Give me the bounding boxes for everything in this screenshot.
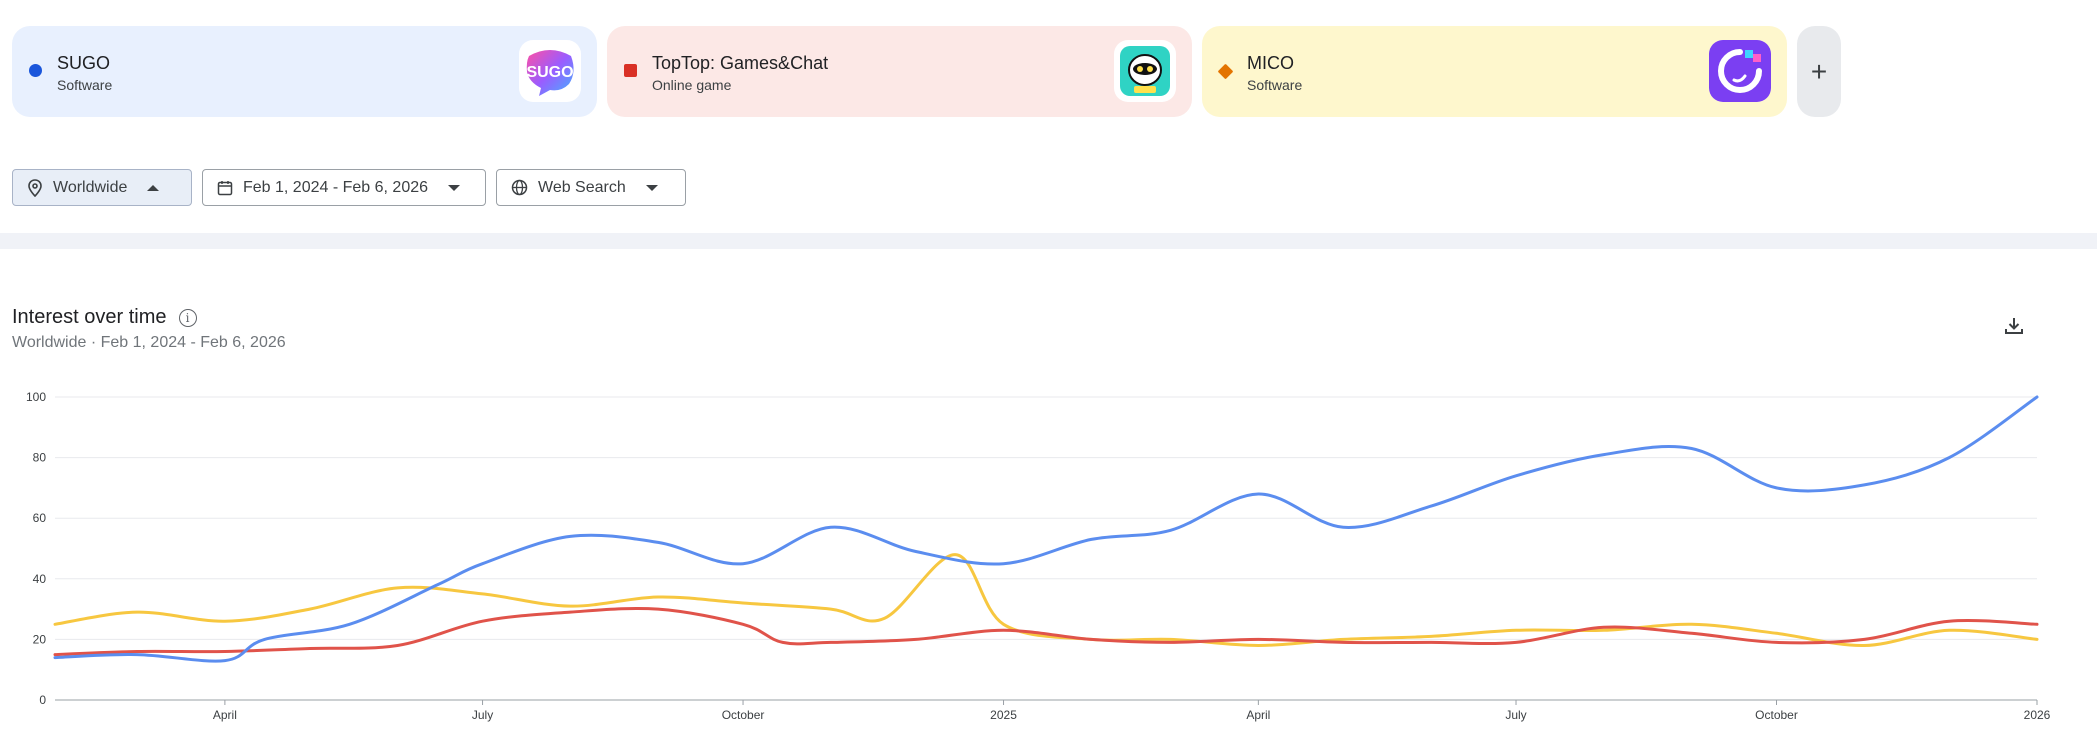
- date-range-value: Feb 1, 2024 - Feb 6, 2026: [243, 178, 429, 196]
- term-type: Online game: [652, 77, 732, 93]
- sugo-logo-icon: SUGO: [519, 40, 581, 102]
- term-card-mico[interactable]: MICO Software: [1202, 26, 1787, 117]
- interest-over-time-chart: 0 20 40 60 80 100 April July October 2025 April Jul…: [26, 390, 2051, 722]
- series-marker-circle: [29, 64, 42, 77]
- series-line-toptop-games-chat: [53, 606, 2039, 657]
- toptop-logo-icon: [1114, 40, 1176, 102]
- series-marker-diamond: [1217, 63, 1234, 80]
- chart-subtitle: Worldwide · Feb 1, 2024 - Feb 6, 2026: [12, 334, 286, 351]
- term-type: Software: [57, 77, 113, 93]
- location-value: Worldwide: [53, 178, 128, 196]
- x-tick-label: 2026: [2024, 708, 2051, 722]
- term-name: SUGO: [57, 53, 111, 73]
- x-tick-label: October: [1755, 708, 1798, 722]
- info-icon[interactable]: i: [178, 308, 197, 327]
- location-pin-icon: [28, 178, 42, 197]
- term-name: TopTop: Games&Chat: [652, 53, 829, 73]
- plus-icon: +: [1810, 55, 1828, 87]
- series-line-sugo: [53, 395, 2039, 663]
- x-tick-label: October: [722, 708, 765, 722]
- term-name: MICO: [1247, 53, 1294, 73]
- y-tick-label: 80: [33, 451, 47, 465]
- x-tick-label: April: [1246, 708, 1270, 722]
- chart-header: Interest over time i: [12, 306, 197, 329]
- svg-text:SUGO: SUGO: [526, 64, 573, 81]
- x-tick-label: July: [1505, 708, 1526, 722]
- series-marker-square: [624, 64, 637, 77]
- term-card-toptop[interactable]: TopTop: Games&Chat Online game: [607, 26, 1192, 117]
- location-filter[interactable]: Worldwide: [12, 169, 192, 206]
- x-tick-label: 2025: [990, 708, 1017, 722]
- caret-up-icon: [147, 184, 160, 191]
- x-tick-label: April: [213, 708, 237, 722]
- mico-logo-icon: [1709, 40, 1771, 102]
- caret-down-icon: [645, 184, 658, 191]
- y-tick-label: 40: [33, 572, 47, 586]
- y-tick-label: 0: [39, 693, 46, 707]
- series-line-mico: [53, 553, 2039, 648]
- x-tick-label: July: [472, 708, 493, 722]
- section-divider: [0, 233, 2097, 249]
- download-icon[interactable]: [2003, 315, 2025, 337]
- chart-title: Interest over time: [12, 306, 167, 328]
- term-card-sugo[interactable]: SUGO Software SUGO: [12, 26, 597, 117]
- caret-down-icon: [448, 184, 461, 191]
- y-tick-label: 20: [33, 632, 47, 646]
- term-type: Software: [1247, 77, 1303, 93]
- add-comparison-button[interactable]: +: [1797, 26, 1841, 117]
- globe-icon: [511, 179, 528, 196]
- filter-bar: Worldwide Feb 1, 2024 - Feb 6, 2026 Web …: [12, 169, 686, 206]
- calendar-icon: [217, 180, 233, 195]
- date-range-filter[interactable]: Feb 1, 2024 - Feb 6, 2026: [202, 169, 486, 206]
- y-tick-label: 60: [33, 511, 47, 525]
- compared-terms: SUGO Software SUGO TopTop: Games&Chat On…: [12, 26, 1841, 117]
- search-property-value: Web Search: [538, 178, 626, 196]
- search-property-filter[interactable]: Web Search: [496, 169, 686, 206]
- y-tick-label: 100: [26, 390, 46, 404]
